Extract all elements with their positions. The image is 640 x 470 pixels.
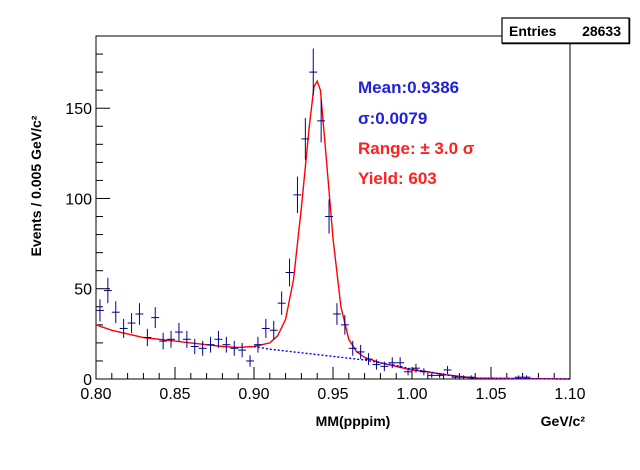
x-axis-label: MM(pppim) <box>316 413 391 429</box>
data-point <box>175 322 183 342</box>
data-point <box>293 176 302 214</box>
data-point <box>135 303 144 325</box>
data-point <box>309 48 318 96</box>
data-point <box>356 344 365 359</box>
stats-entries-label: Entries <box>509 23 557 39</box>
data-point <box>230 340 239 356</box>
data-point <box>182 330 191 348</box>
data-point <box>222 336 231 353</box>
data-point <box>190 338 199 355</box>
data-point <box>412 363 420 373</box>
signal-fit-curve <box>95 79 571 380</box>
data-point <box>435 372 444 378</box>
x-tick-label: 0.80 <box>80 386 111 403</box>
data-point <box>214 330 223 348</box>
data-point <box>364 353 373 366</box>
data-point <box>143 328 152 347</box>
data-point <box>380 361 389 372</box>
data-point <box>522 375 531 379</box>
x-tick-label: 1.00 <box>396 386 427 403</box>
data-point <box>127 312 136 334</box>
data-point <box>325 199 333 234</box>
data-point <box>467 375 476 379</box>
stats-box: Entries 28633 <box>501 17 631 45</box>
data-point <box>451 375 460 379</box>
data-point <box>333 303 341 325</box>
annotation-yield: Yield: 603 <box>358 169 437 188</box>
data-point <box>269 320 278 340</box>
y-tick-label: 150 <box>65 101 92 118</box>
data-point <box>396 357 405 369</box>
y-tick-label: 100 <box>65 191 92 208</box>
x-axis-unit: GeV/c² <box>541 413 586 429</box>
plot-frame <box>95 35 571 380</box>
data-point <box>301 118 310 160</box>
data-point <box>198 340 207 356</box>
data-point <box>261 318 270 339</box>
data-point <box>348 340 357 356</box>
fit-annotations: Mean:0.9386 σ:0.0079 Range: ± 3.0 σ Yiel… <box>358 78 475 188</box>
stats-entries-value: 28633 <box>582 23 621 39</box>
x-tick-label: 0.90 <box>238 386 269 403</box>
stats-box-frame <box>501 17 630 44</box>
data-point <box>372 359 381 370</box>
data-point <box>159 332 168 350</box>
y-tick-label: 50 <box>74 282 92 299</box>
fit-curves <box>95 79 571 380</box>
data-point <box>277 291 286 315</box>
data-point <box>254 336 262 353</box>
data-point <box>459 375 468 379</box>
x-tick-label: 0.85 <box>159 386 190 403</box>
data-point <box>427 372 436 378</box>
data-point <box>238 342 247 358</box>
data-point <box>285 258 294 287</box>
annotation-mean: Mean:0.9386 <box>358 78 459 97</box>
data-point <box>103 277 112 304</box>
data-point <box>340 314 349 335</box>
data-point <box>443 365 452 375</box>
data-point <box>111 301 120 324</box>
annotation-sigma: σ:0.0079 <box>358 109 427 128</box>
data-point <box>419 368 428 376</box>
data-point <box>119 318 128 339</box>
data-point <box>404 368 412 376</box>
data-point <box>246 355 254 367</box>
data-point <box>167 330 175 348</box>
data-point <box>514 375 523 379</box>
x-tick-label: 0.95 <box>317 386 348 403</box>
data-point <box>388 357 397 369</box>
x-tick-label: 1.10 <box>554 386 585 403</box>
data-points <box>96 48 531 379</box>
data-point <box>317 99 326 143</box>
y-tick-label: 0 <box>83 372 92 389</box>
axis-ticks: 0.80 0.85 0.90 0.95 1.00 1.05 1.10 0 50 100 150 <box>65 53 586 403</box>
y-axis-label: Events / 0.005 GeV/c² <box>28 115 44 256</box>
data-point <box>96 299 104 322</box>
annotation-range: Range: ± 3.0 σ <box>358 139 475 158</box>
x-tick-label: 1.05 <box>475 386 506 403</box>
data-point <box>151 307 160 329</box>
data-point <box>206 336 215 353</box>
